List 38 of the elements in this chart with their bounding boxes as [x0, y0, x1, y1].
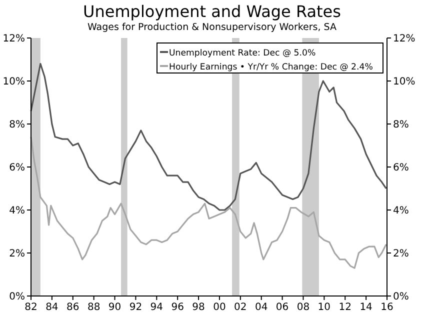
y-tick-label: 8%: [9, 120, 25, 130]
x-tick-label: 08: [296, 302, 310, 313]
y-tick-label: 6%: [9, 162, 25, 174]
x-tick-label: 14: [360, 302, 372, 313]
legend-label: Unemployment Rate: Dec @ 5.0%: [169, 48, 316, 58]
x-tick-label: 84: [46, 302, 58, 313]
chart-title: Unemployment and Wage Rates: [83, 2, 341, 21]
y2-tick-label: 4%: [393, 206, 409, 216]
line-series: [30, 136, 387, 269]
y-tick-label: 4%: [9, 206, 25, 216]
x-tick-label: 12: [338, 302, 352, 313]
y-tick-label: 10%: [2, 76, 25, 88]
chart-subtitle: Wages for Production & Nonsupervisory Workers, SA: [88, 22, 337, 33]
x-tick-label: 04: [254, 302, 268, 313]
y2-tick-label: 8%: [393, 120, 409, 130]
y2-tick-label: 6%: [393, 162, 409, 174]
x-tick-label: 92: [129, 302, 142, 313]
x-tick-label: 02: [234, 302, 247, 313]
y2-tick-label: 0%: [393, 292, 409, 302]
x-tick-label: 88: [87, 302, 100, 313]
y2-tick-label: 10%: [393, 76, 416, 88]
y2-tick-label: 2%: [393, 248, 409, 260]
legend-label: Hourly Earnings • Yr/Yr % Change: Dec @ 2.4%: [169, 62, 373, 72]
x-tick-label: 10: [318, 302, 331, 313]
y-tick-label: 0%: [9, 292, 25, 302]
x-tick-label: 06: [276, 302, 289, 313]
x-tick-label: 94: [150, 302, 164, 313]
x-tick-label: 82: [24, 302, 38, 313]
x-tick-label: 00: [213, 302, 226, 313]
y-tick-label: 12%: [2, 34, 25, 44]
y2-tick-label: 12%: [393, 34, 416, 44]
x-tick-label: 86: [66, 302, 80, 313]
y-tick-label: 2%: [9, 248, 25, 260]
x-tick-label: 98: [192, 302, 205, 313]
x-tick-label: 90: [108, 302, 122, 313]
x-tick-label: 16: [380, 302, 394, 313]
x-tick-label: 96: [171, 302, 184, 313]
line-series: [30, 63, 387, 211]
